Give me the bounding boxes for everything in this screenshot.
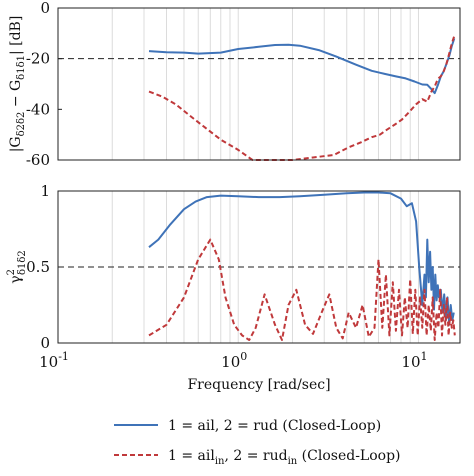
legend: 1 = ail, 2 = rud (Closed-Loop) 1 = ailin,… [114, 418, 401, 467]
x-axis-label: Frequency [rad/sec] [187, 377, 330, 393]
top-y-axis-label: |Gδ2δ2 − Gδ1δ1| [dB] [8, 16, 27, 153]
legend-label: 1 = ail, 2 = rud (Closed-Loop) [168, 418, 381, 434]
y-tick-label: -20 [26, 50, 50, 68]
x-tick-labels: 10-1 100 101 [39, 350, 427, 371]
bottom-series-group [148, 191, 456, 341]
magnitude-difference-plot: 0 -20 -40 -60 |Gδ2δ2 − Gδ1δ1| [dB] [8, 0, 461, 169]
y-tick-label: 0.5 [26, 258, 50, 276]
coherence-plot: 00.51 10-1 100 101 γ2δ1δ2 Frequency [rad/s… [6, 182, 461, 393]
top-series-group [148, 35, 456, 161]
y-tick-label: -60 [26, 151, 50, 169]
input-coherence-series-line [148, 238, 456, 341]
y-tick-label: 0 [40, 0, 50, 17]
x-tick-label: 100 [221, 350, 247, 371]
surface-coherence-series-line [148, 38, 456, 95]
x-tick-label: 101 [401, 350, 427, 371]
y-tick-label: 1 [40, 182, 50, 200]
x-tick-label: 10-1 [39, 350, 69, 371]
top-axes-frame [57, 7, 461, 161]
input-coherence-series-line [148, 35, 456, 161]
bottom-y-axis-label: γ2δ1δ2 [6, 250, 28, 284]
legend-label: 1 = ailin, 2 = rudin (Closed-Loop) [168, 448, 401, 467]
y-tick-label: -40 [26, 100, 50, 118]
y-tick-label: 0 [40, 334, 50, 352]
top-y-tick-labels: 0 -20 -40 -60 [26, 0, 62, 169]
bottom-y-tick-labels: 00.51 [26, 182, 62, 352]
